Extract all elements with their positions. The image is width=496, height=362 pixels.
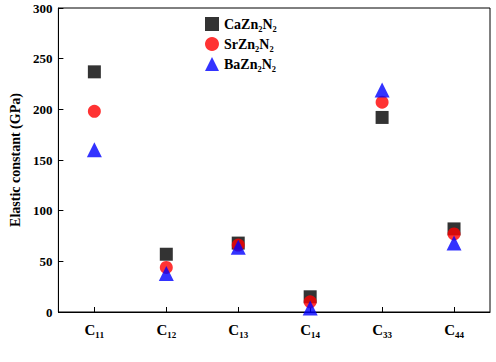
svg-text:0: 0 xyxy=(46,305,53,320)
svg-text:C₁₁: C₁₁ xyxy=(84,322,104,338)
svg-text:SrZn₂N₂: SrZn₂N₂ xyxy=(224,37,274,52)
svg-text:50: 50 xyxy=(39,254,52,269)
svg-text:300: 300 xyxy=(33,1,53,16)
svg-text:C₃₃: C₃₃ xyxy=(372,322,392,338)
svg-text:200: 200 xyxy=(33,102,53,117)
svg-text:C₄₄: C₄₄ xyxy=(444,322,464,338)
svg-text:Elastic constant (GPa): Elastic constant (GPa) xyxy=(8,93,24,227)
svg-text:BaZn₂N₂: BaZn₂N₂ xyxy=(224,57,276,72)
svg-text:150: 150 xyxy=(33,153,53,168)
svg-text:C₁₄: C₁₄ xyxy=(300,322,320,338)
svg-text:100: 100 xyxy=(33,203,53,218)
svg-text:CaZn₂N₂: CaZn₂N₂ xyxy=(224,17,277,32)
svg-text:C₁₃: C₁₃ xyxy=(228,322,248,338)
svg-text:250: 250 xyxy=(33,51,53,66)
svg-text:C₁₂: C₁₂ xyxy=(156,322,176,338)
